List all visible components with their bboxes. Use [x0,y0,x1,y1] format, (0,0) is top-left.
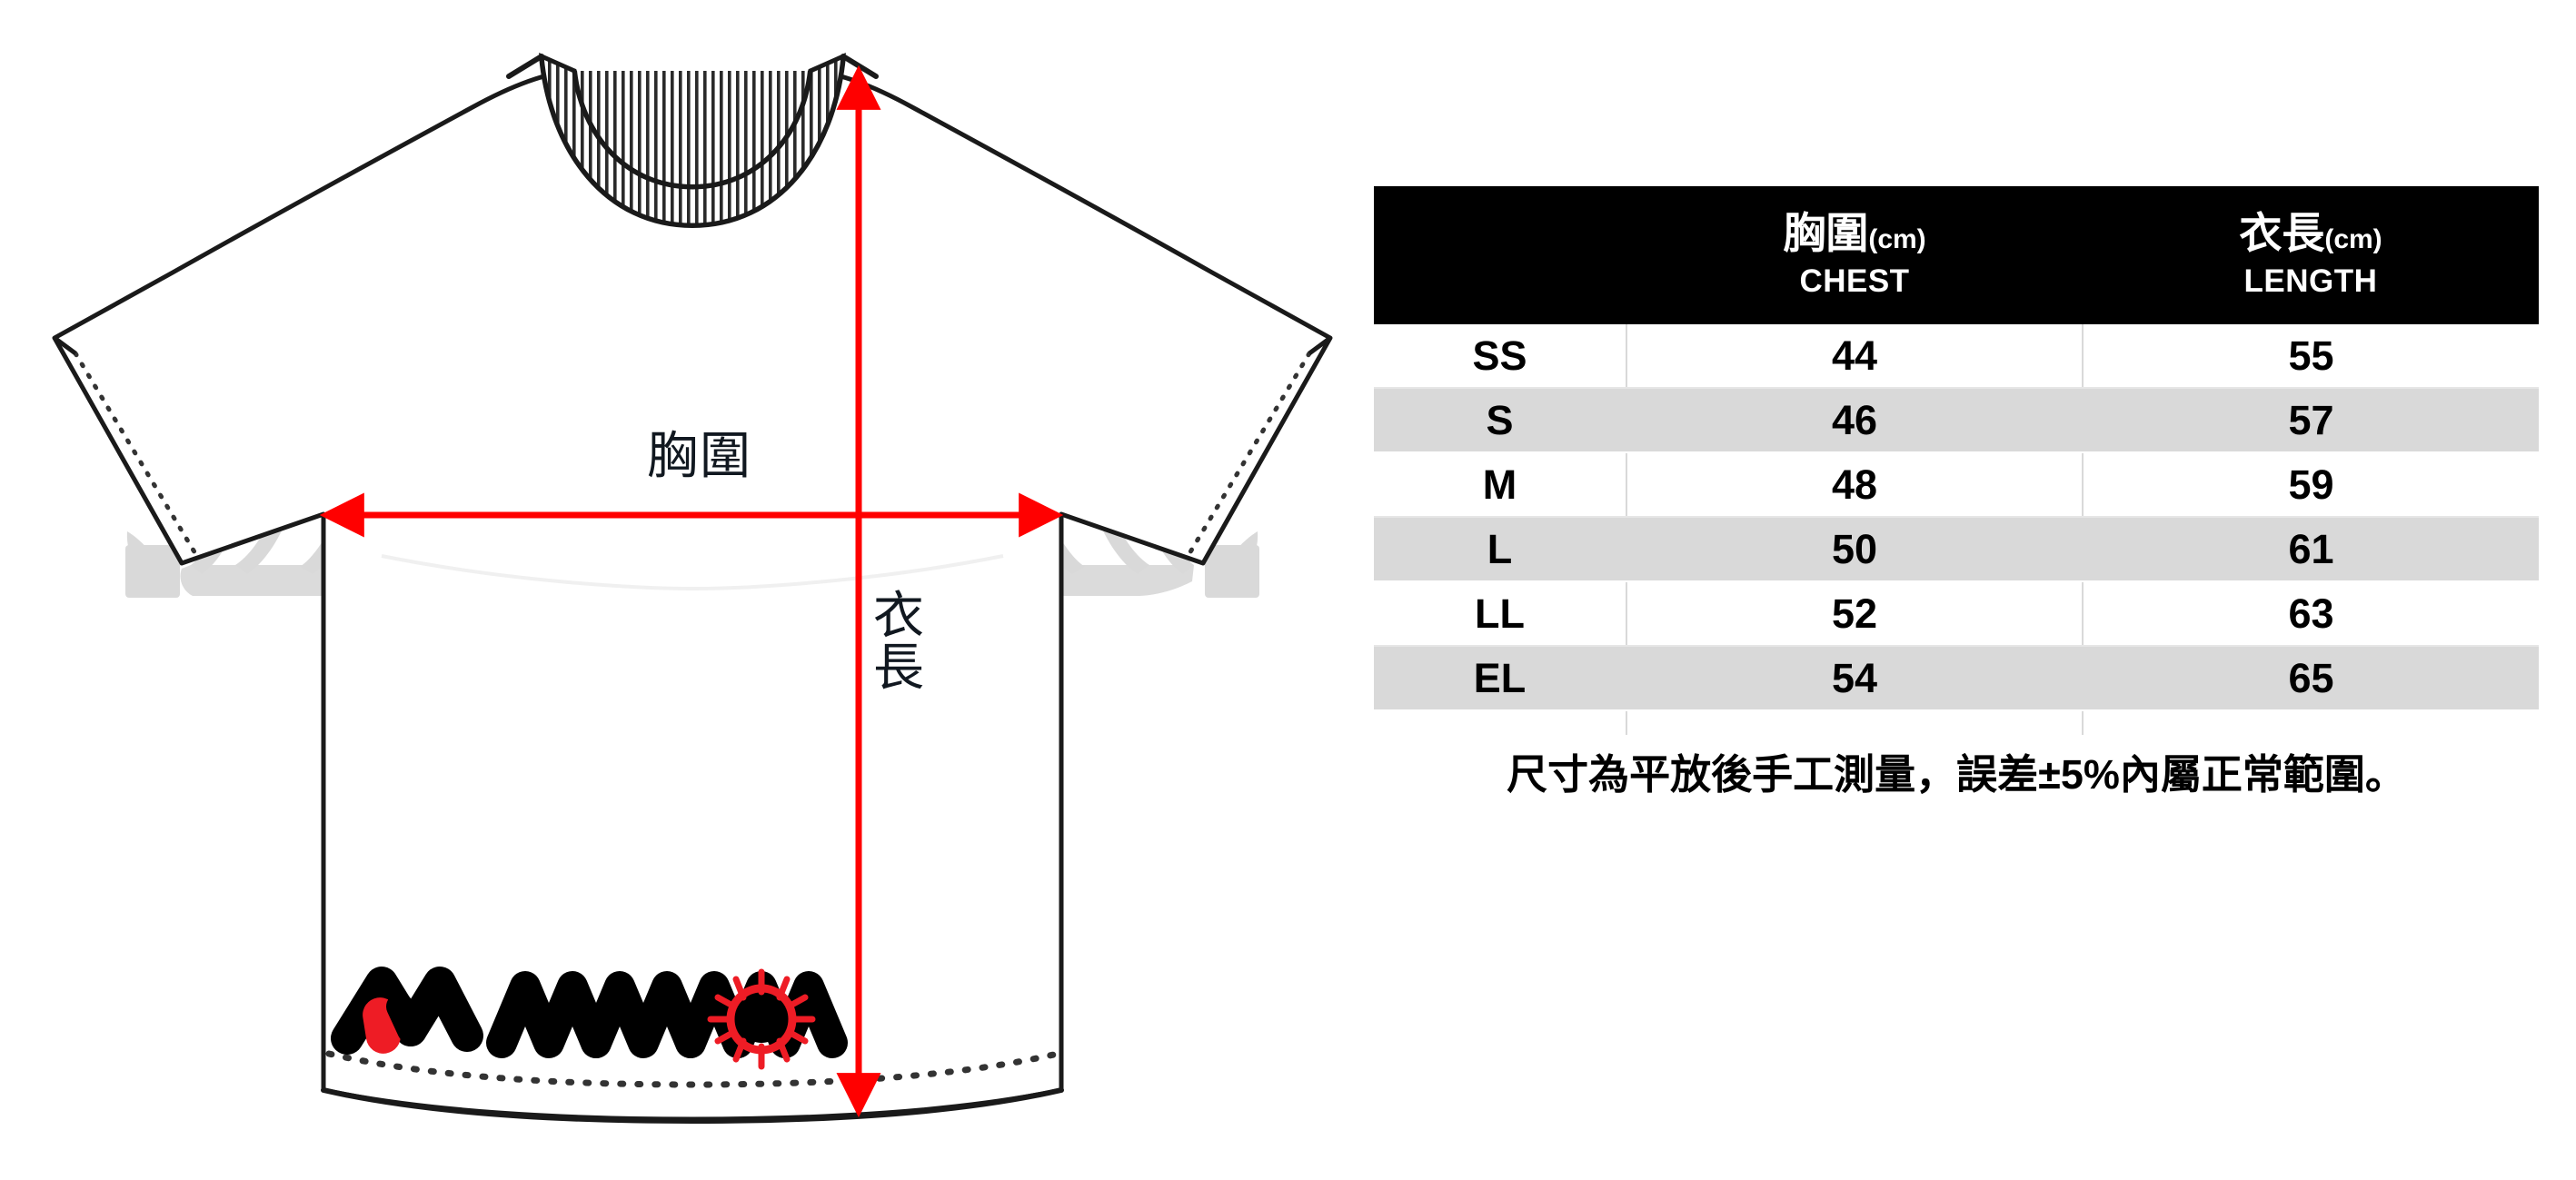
cell-length: 61 [2083,517,2539,582]
cell-size: S [1374,388,1627,453]
cell-chest: 52 [1626,581,2084,647]
cell-size: L [1374,517,1627,582]
table-note-row: 尺寸為平放後手工測量，誤差±5%內屬正常範圍。 [1374,736,2539,804]
header-length-cn: 衣長(cm) [2083,208,2539,259]
header-chest-unit: (cm) [1868,223,1926,254]
cell-size: M [1374,452,1627,518]
length-label-char-2: 長 [873,639,924,699]
header-length-cn-text: 衣長 [2239,208,2325,259]
right-cuff-edge [1308,335,1332,356]
size-table-body: SS 44 55 S 46 57 M 48 59 L 50 61 LL 52 [1374,324,2539,804]
header-length-en: LENGTH [2243,263,2378,300]
spacer-cell-length [2083,710,2539,737]
measurement-note: 尺寸為平放後手工測量，誤差±5%內屬正常範圍。 [1374,736,2539,804]
table-row: M 48 59 [1374,452,2539,518]
cell-chest: 44 [1626,324,2084,389]
left-shoulder-seam [506,54,544,79]
header-chest-cn-text: 胸圍 [1783,208,1869,259]
cell-chest: 46 [1626,388,2084,453]
spacer-cell-chest [1626,710,2084,737]
brand-logo [331,967,848,1070]
cell-length: 57 [2083,388,2539,453]
size-table-header: 胸圍(cm) CHEST 衣長(cm) LENGTH [1374,186,2539,324]
length-measure-label: 衣長 [870,590,927,694]
left-cuff-stitch [73,351,199,558]
cell-size: SS [1374,324,1627,389]
shirt-hem-line [321,1087,1064,1125]
header-length-unit: (cm) [2324,223,2382,254]
table-row: S 46 57 [1374,388,2539,453]
header-row: 胸圍(cm) CHEST 衣長(cm) LENGTH [1374,186,2539,324]
cell-chest: 54 [1626,646,2084,711]
cell-length: 59 [2083,452,2539,518]
cell-size: EL [1374,646,1627,711]
right-cuff-stitch [1186,351,1312,558]
cell-size: LL [1374,581,1627,647]
left-cuff-edge [53,335,77,356]
chest-measure-label: 胸圍 [647,427,752,486]
header-cell-chest: 胸圍(cm) CHEST [1626,186,2083,324]
cell-length: 55 [2083,324,2539,389]
header-cell-size [1374,186,1626,324]
header-chest-en: CHEST [1799,263,1910,300]
cell-length: 65 [2083,646,2539,711]
chest-fold-line [381,554,1004,591]
cell-length: 63 [2083,581,2539,647]
table-row: LL 52 63 [1374,581,2539,647]
size-chart-table: 胸圍(cm) CHEST 衣長(cm) LENGTH SS 44 55 S 46… [1374,186,2539,804]
shirt-hem-stitch [325,1050,1061,1088]
length-label-char-1: 衣 [873,587,924,646]
logo-sun-icon [707,968,816,1070]
table-row: L 50 61 [1374,517,2539,582]
header-cell-length: 衣長(cm) LENGTH [2083,186,2539,324]
size-table-container: 胸圍(cm) CHEST 衣長(cm) LENGTH SS 44 55 S 46… [1374,186,2539,804]
garment-diagram-panel: 胸圍 衣長 [52,52,1333,1125]
cell-chest: 48 [1626,452,2084,518]
tshirt-illustration [52,52,1333,1125]
table-row: SS 44 55 [1374,324,2539,389]
table-spacer-row [1374,710,2539,737]
spacer-cell-size [1374,710,1627,737]
table-row: EL 54 65 [1374,646,2539,711]
cell-chest: 50 [1626,517,2084,582]
header-chest-cn: 胸圍(cm) [1626,208,2083,259]
